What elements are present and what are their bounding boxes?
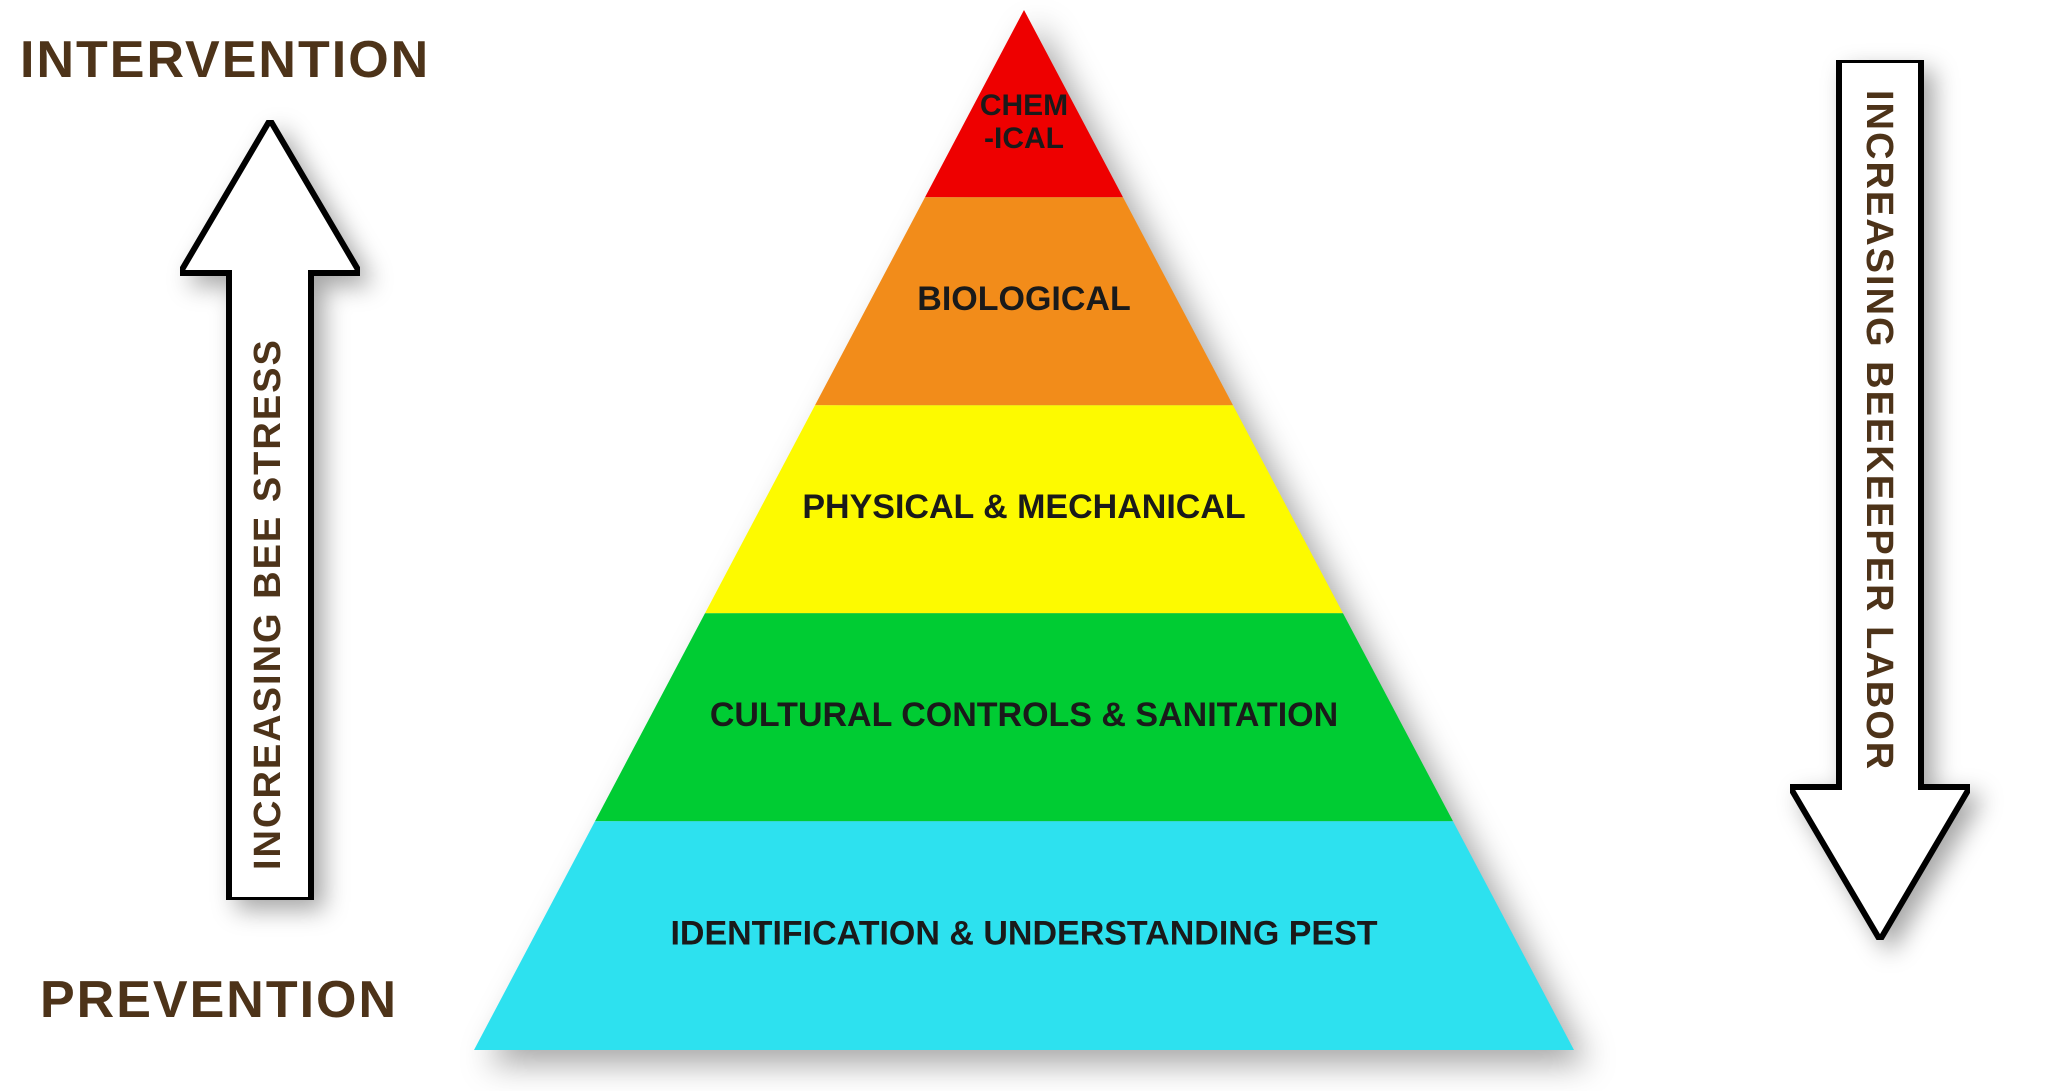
pyramid-layer-label-3: CULTURAL CONTROLS & SANITATION [710, 696, 1338, 734]
right-arrow-label: INCREASING BEEKEEPER LABOR [1857, 90, 1900, 757]
pyramid-layer-label-4: IDENTIFICATION & UNDERSTANDING PEST [670, 915, 1377, 953]
heading-intervention: INTERVENTION [20, 30, 430, 90]
stage: INTERVENTION PREVENTION CHEM-ICAL BIOLOGI… [0, 0, 2048, 1091]
right-arrow: INCREASING BEEKEEPER LABOR [1790, 60, 1970, 940]
left-arrow: INCREASING BEE STRESS [180, 120, 360, 900]
pyramid: CHEM-ICAL BIOLOGICAL PHYSICAL & MECHANICAL… [474, 0, 1574, 1060]
heading-prevention: PREVENTION [40, 970, 398, 1030]
pyramid-layer-label-2: PHYSICAL & MECHANICAL [802, 488, 1245, 526]
pyramid-layer-label-0-line2: -ICAL [984, 122, 1064, 155]
pyramid-layer-label-1: BIOLOGICAL [917, 280, 1130, 318]
pyramid-layer-label-0-line1: CHEM [980, 89, 1068, 122]
pyramid-svg: CHEM-ICAL BIOLOGICAL PHYSICAL & MECHANICAL… [474, 0, 1574, 1060]
left-arrow-label: INCREASING BEE STRESS [247, 303, 290, 870]
